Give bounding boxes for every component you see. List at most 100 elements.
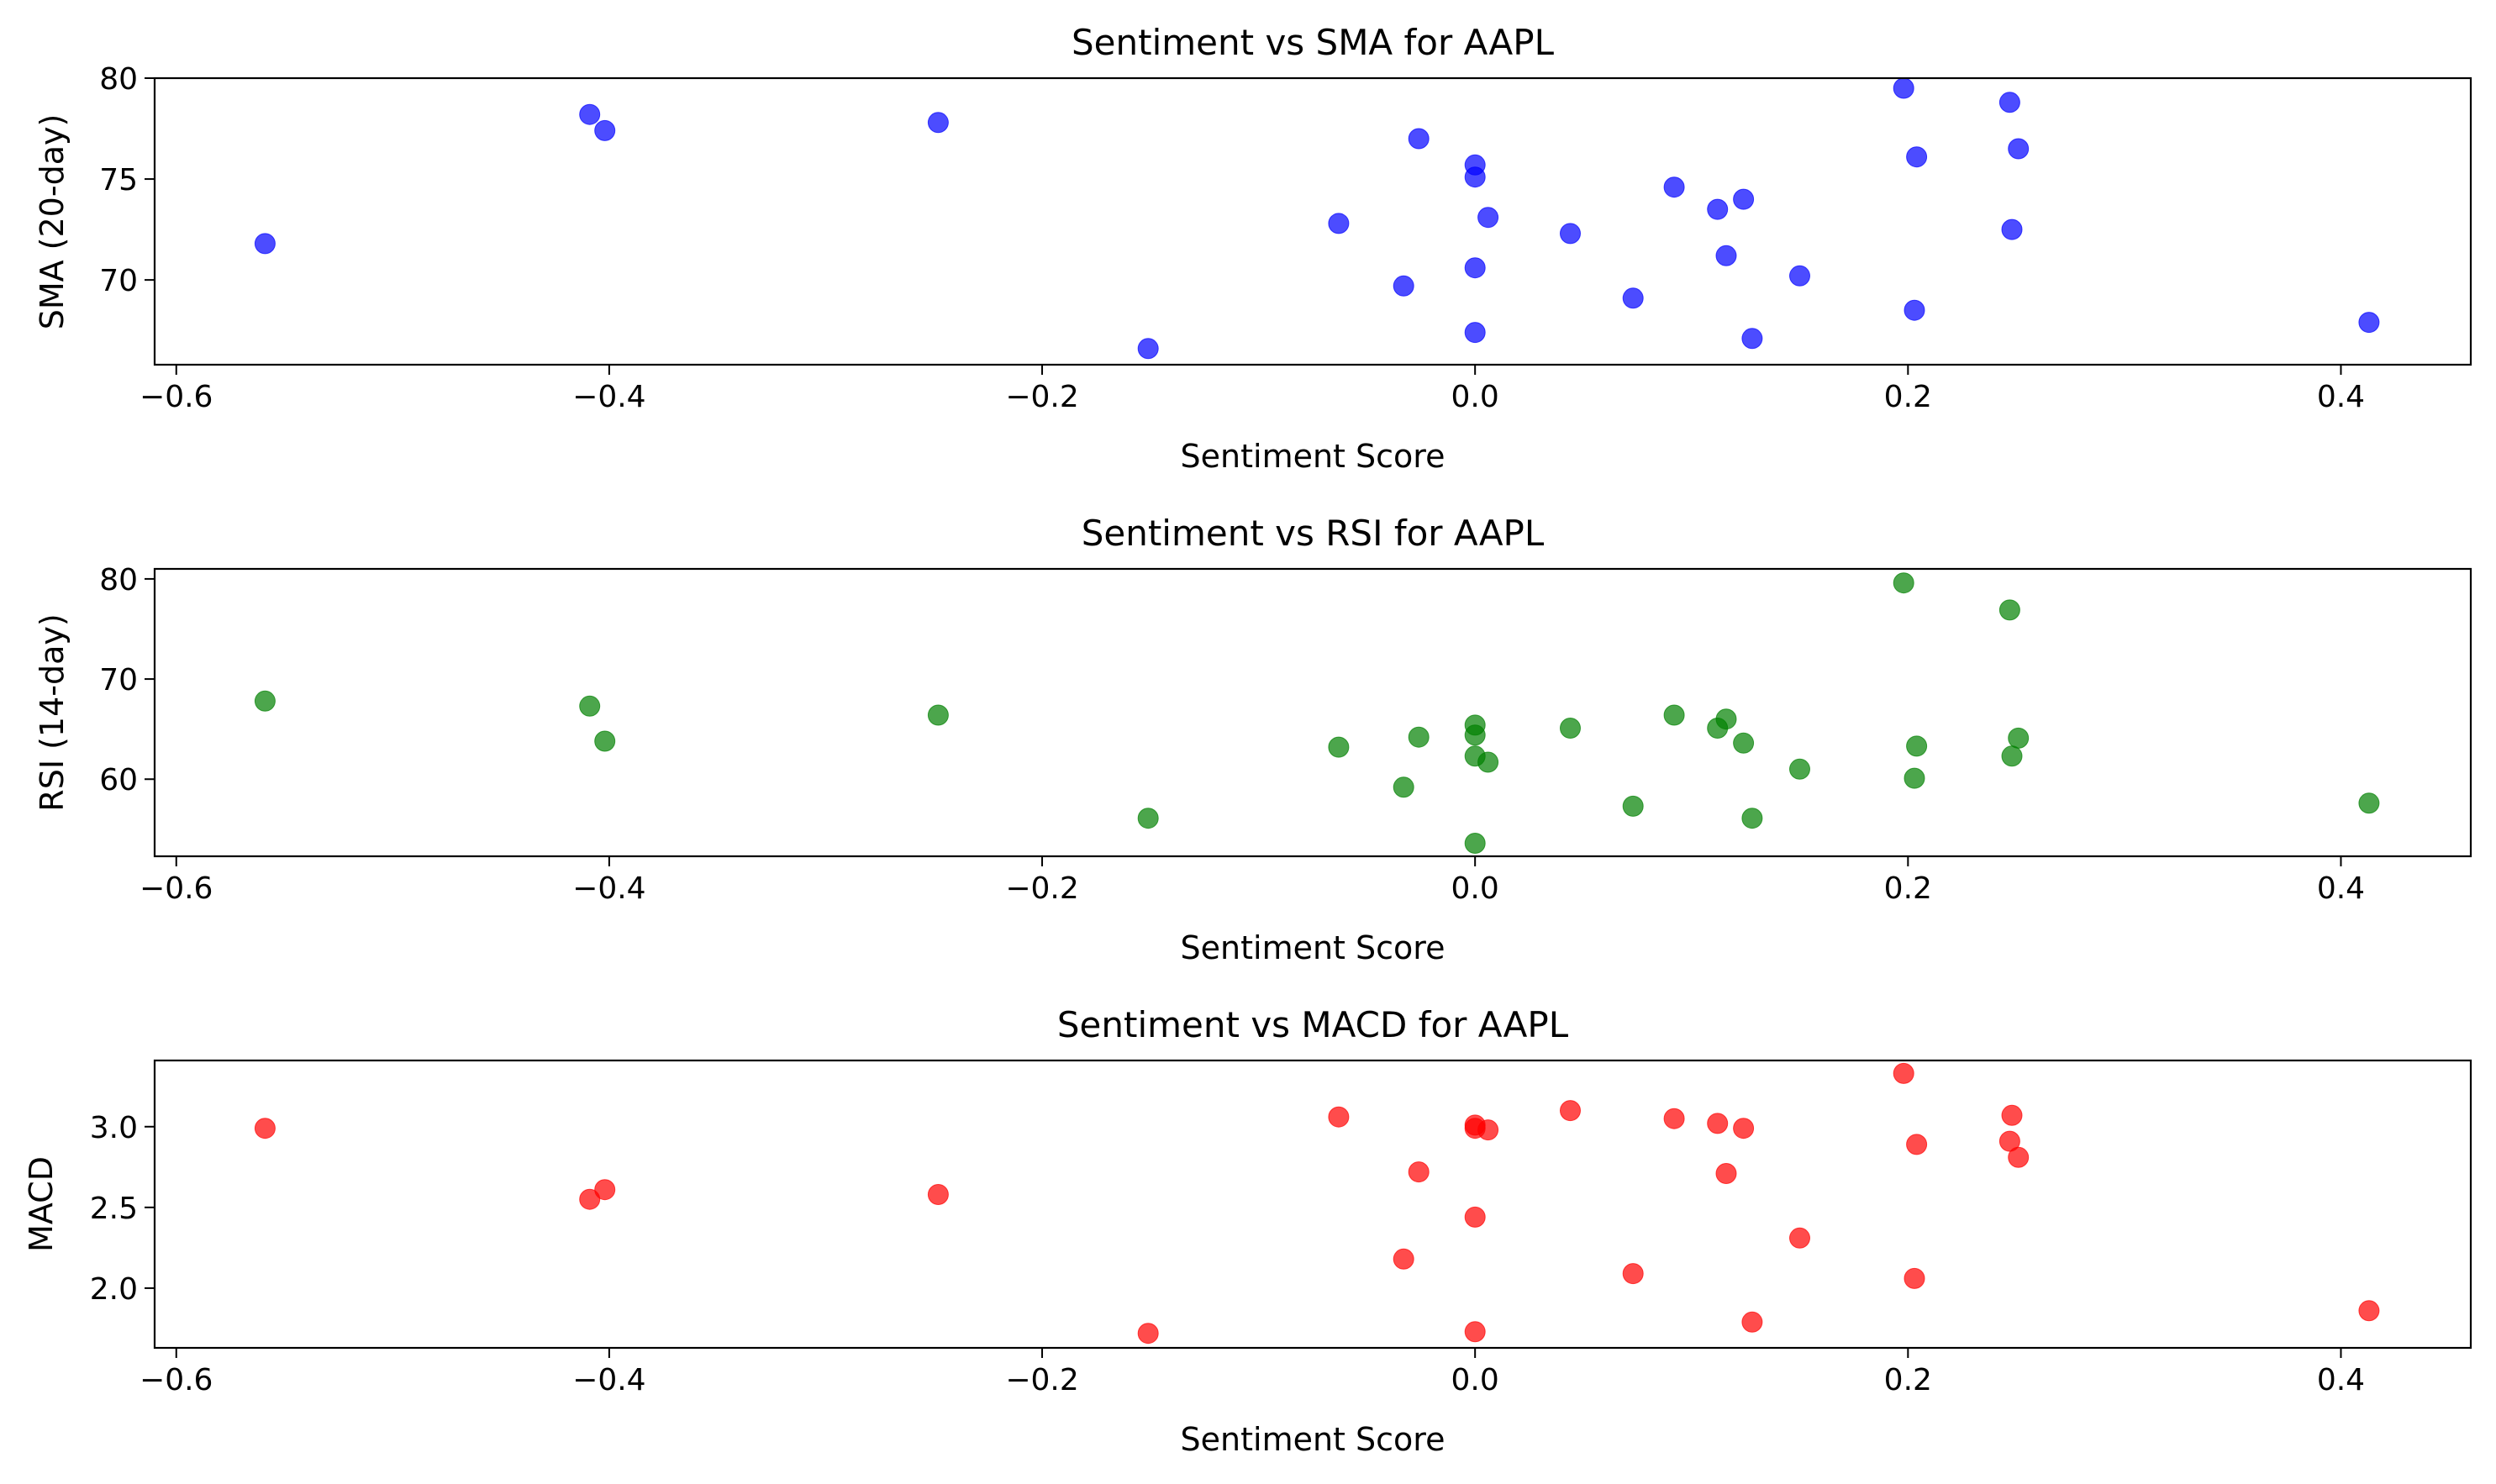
x-tick-label: −0.2 xyxy=(1005,380,1078,414)
x-tick-label: −0.2 xyxy=(1005,1363,1078,1397)
y-tick-label: 60 xyxy=(99,763,138,797)
subplot-macd: Sentiment vs MACD for AAPL −0.6 −0.4 −0.2 0… xyxy=(23,1004,2472,1458)
scatter-point xyxy=(1998,1130,2020,1152)
x-tick-label: 0.4 xyxy=(2317,871,2365,906)
chart-title: Sentiment vs RSI for AAPL xyxy=(1082,513,1545,554)
scatter-point xyxy=(2008,1146,2030,1168)
axes-frame xyxy=(153,567,2472,858)
x-tick-label: −0.4 xyxy=(572,871,645,906)
scatter-point xyxy=(1741,1311,1763,1333)
data-points xyxy=(254,1062,2380,1345)
scatter-point xyxy=(2001,218,2023,240)
scatter-point xyxy=(1893,77,1914,99)
scatter-point xyxy=(1328,736,1350,758)
scatter-point xyxy=(1998,599,2020,621)
scatter-point xyxy=(1477,1119,1499,1141)
x-tick-label: 0.2 xyxy=(1884,871,1932,906)
scatter-point xyxy=(1464,1206,1486,1228)
x-axis-ticks: −0.6 −0.4 −0.2 0.0 0.2 0.4 xyxy=(140,856,2365,906)
scatter-point xyxy=(1998,92,2020,113)
scatter-point xyxy=(1560,1100,1581,1122)
scatter-point xyxy=(579,695,601,717)
scatter-point xyxy=(1137,338,1159,360)
x-axis-label: Sentiment Score xyxy=(1181,438,1445,475)
scatter-point xyxy=(594,730,616,752)
x-tick-label: 0.2 xyxy=(1884,1363,1932,1397)
scatter-point xyxy=(1464,166,1486,188)
scatter-point xyxy=(1464,833,1486,854)
x-axis-ticks: −0.6 −0.4 −0.2 0.0 0.2 0.4 xyxy=(140,1348,2365,1397)
scatter-point xyxy=(1707,198,1729,220)
y-axis-ticks: 2.0 2.5 3.0 xyxy=(90,1111,155,1307)
scatter-point xyxy=(1137,808,1159,829)
scatter-point xyxy=(579,1188,601,1210)
x-tick-label: 0.0 xyxy=(1451,871,1499,906)
y-tick-label: 80 xyxy=(99,563,138,597)
scatter-point xyxy=(1622,287,1644,309)
subplot-sma: Sentiment vs SMA for AAPL −0.6 −0.4 −0.2 0.… xyxy=(34,22,2472,475)
scatter-point xyxy=(1408,726,1430,748)
axes-frame xyxy=(153,1059,2472,1350)
scatter-point xyxy=(1560,718,1581,739)
scatter-point xyxy=(1906,1134,1928,1155)
scatter-point xyxy=(2001,1104,2023,1126)
chart-title: Sentiment vs MACD for AAPL xyxy=(1057,1004,1569,1045)
scatter-point xyxy=(1715,1163,1737,1184)
scatter-point xyxy=(254,1118,276,1139)
x-tick-label: 0.0 xyxy=(1451,1363,1499,1397)
scatter-point xyxy=(594,1179,616,1201)
y-axis-label: RSI (14-day) xyxy=(34,613,71,811)
y-axis-label: MACD xyxy=(23,1156,60,1252)
y-tick-label: 2.5 xyxy=(90,1192,138,1226)
scatter-point xyxy=(1904,767,1925,789)
y-tick-label: 70 xyxy=(99,663,138,697)
scatter-point xyxy=(1393,275,1414,297)
scatter-point xyxy=(1408,1161,1430,1183)
scatter-point xyxy=(2358,312,2380,334)
x-tick-label: −0.2 xyxy=(1005,871,1078,906)
scatter-point xyxy=(2358,1300,2380,1322)
scatter-point xyxy=(2008,138,2030,160)
scatter-point xyxy=(579,103,601,125)
scatter-point xyxy=(1663,1108,1685,1129)
scatter-point xyxy=(1733,1118,1755,1139)
scatter-point xyxy=(1393,776,1414,798)
scatter-point xyxy=(1408,128,1430,150)
data-points xyxy=(254,77,2380,360)
y-axis-ticks: 70 75 80 xyxy=(99,62,155,298)
scatter-point xyxy=(1622,1263,1644,1285)
scatter-point xyxy=(2008,727,2030,749)
scatter-point xyxy=(254,690,276,712)
scatter-point xyxy=(927,1184,949,1205)
axes-frame xyxy=(153,76,2472,366)
subplot-rsi: Sentiment vs RSI for AAPL −0.6 −0.4 −0.2 0.… xyxy=(34,513,2472,966)
scatter-point xyxy=(1906,735,1928,757)
scatter-point xyxy=(1137,1323,1159,1345)
scatter-point xyxy=(1715,708,1737,730)
chart-title: Sentiment vs SMA for AAPL xyxy=(1072,22,1555,63)
x-tick-label: 0.0 xyxy=(1451,380,1499,414)
x-axis-ticks: −0.6 −0.4 −0.2 0.0 0.2 0.4 xyxy=(140,365,2365,414)
scatter-point xyxy=(1893,572,1914,594)
scatter-point xyxy=(1741,328,1763,350)
scatter-point xyxy=(927,112,949,134)
x-axis-label: Sentiment Score xyxy=(1181,1421,1445,1458)
y-tick-label: 75 xyxy=(99,163,138,197)
scatter-point xyxy=(1893,1062,1914,1084)
y-tick-label: 70 xyxy=(99,264,138,298)
scatter-point xyxy=(2358,792,2380,814)
scatter-point xyxy=(1663,176,1685,198)
y-tick-label: 80 xyxy=(99,62,138,97)
scatter-point xyxy=(1560,223,1581,245)
scatter-point xyxy=(1477,751,1499,773)
scatter-point xyxy=(1733,188,1755,210)
scatter-point xyxy=(1477,207,1499,229)
scatter-point xyxy=(1904,299,1925,321)
x-tick-label: 0.4 xyxy=(2317,1363,2365,1397)
x-tick-label: −0.6 xyxy=(140,871,213,906)
x-tick-label: −0.6 xyxy=(140,1363,213,1397)
scatter-point xyxy=(1622,795,1644,817)
x-tick-label: −0.4 xyxy=(572,380,645,414)
